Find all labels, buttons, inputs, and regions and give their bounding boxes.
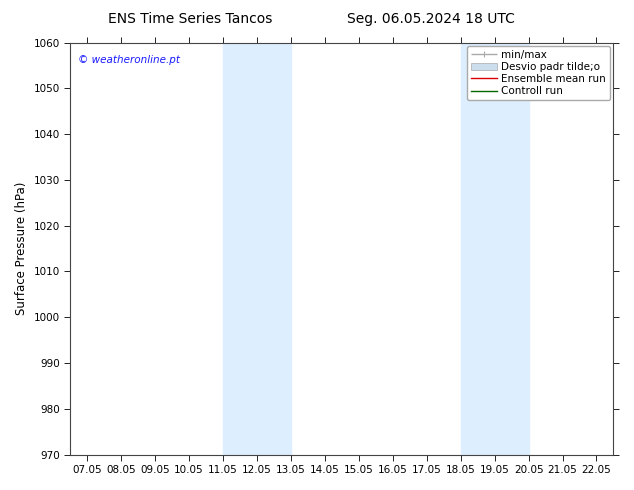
Bar bbox=[461, 43, 529, 455]
Text: ENS Time Series Tancos: ENS Time Series Tancos bbox=[108, 12, 273, 26]
Legend: min/max, Desvio padr tilde;o, Ensemble mean run, Controll run: min/max, Desvio padr tilde;o, Ensemble m… bbox=[467, 46, 611, 100]
Text: © weatheronline.pt: © weatheronline.pt bbox=[79, 55, 180, 65]
Text: Seg. 06.05.2024 18 UTC: Seg. 06.05.2024 18 UTC bbox=[347, 12, 515, 26]
Bar bbox=[223, 43, 291, 455]
Y-axis label: Surface Pressure (hPa): Surface Pressure (hPa) bbox=[15, 182, 28, 315]
